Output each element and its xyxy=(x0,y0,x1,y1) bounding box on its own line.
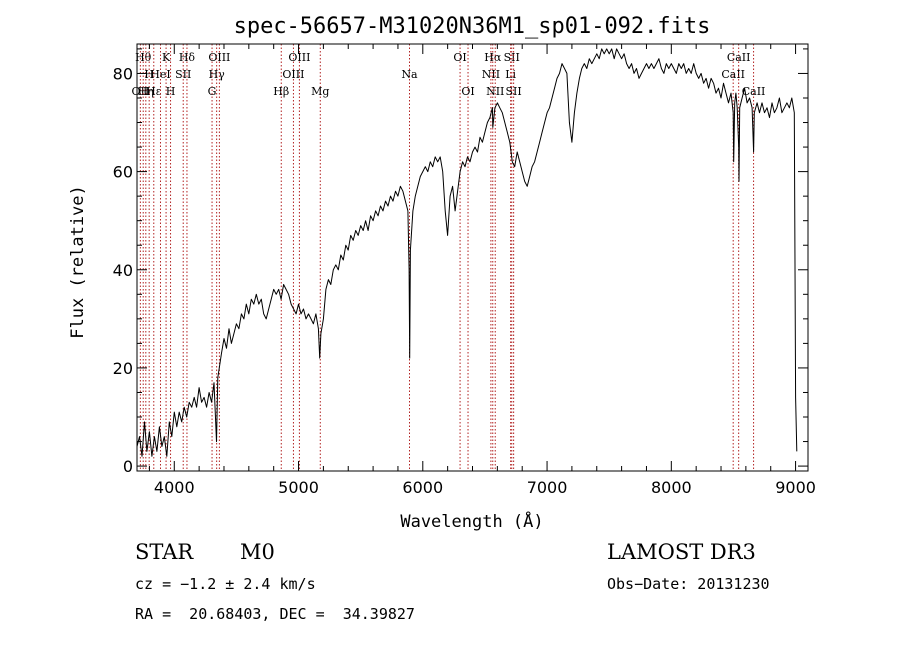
plot-frame xyxy=(136,43,809,472)
x-tick-label: 4000 xyxy=(154,478,195,497)
spectral-subclass: M0 xyxy=(240,540,275,564)
y-tick-label: 40 xyxy=(113,261,133,280)
line-label: CaII xyxy=(721,68,745,81)
object-class: STAR xyxy=(135,540,194,564)
line-label: Hα xyxy=(484,51,502,64)
line-label: H xyxy=(166,85,176,98)
y-tick-label: 80 xyxy=(113,64,133,83)
line-label: Li xyxy=(505,68,516,81)
y-tick-label: 0 xyxy=(123,457,133,476)
line-label: SII xyxy=(504,51,520,64)
survey-name: LAMOST DR3 xyxy=(607,540,756,564)
line-label: Hγ xyxy=(209,68,226,81)
line-label: OIII xyxy=(288,51,310,64)
y-tick-label: 60 xyxy=(113,163,133,182)
line-label: OI xyxy=(453,51,466,64)
x-tick-label: 6000 xyxy=(402,478,443,497)
line-label: CaII xyxy=(727,51,751,64)
x-tick-label: 5000 xyxy=(278,478,319,497)
line-label: NII xyxy=(486,85,504,98)
y-axis-label: Flux (relative) xyxy=(68,185,88,339)
redshift-value: cz = −1.2 ± 2.4 km/s xyxy=(135,575,316,593)
line-label: SII xyxy=(506,85,522,98)
line-label: Hε xyxy=(146,85,162,98)
line-label: K xyxy=(162,51,171,64)
line-label: OI xyxy=(461,85,474,98)
line-label: CaII xyxy=(742,85,766,98)
x-tick-label: 9000 xyxy=(775,478,816,497)
x-axis-label: Wavelength (Å) xyxy=(400,510,543,532)
chart-title: spec-56657-M31020N36M1_sp01-092.fits xyxy=(234,14,711,39)
line-label: Hδ xyxy=(179,51,196,64)
spectral-line-markers: OIIHθHηHHεHeIKHSIIHδGHγOIIIHβOIIIOIIIMgN… xyxy=(131,44,765,471)
x-tick-label: 7000 xyxy=(527,478,568,497)
coordinates: RA = 20.68403, DEC = 34.39827 xyxy=(135,605,415,623)
line-label: HeI xyxy=(150,68,170,81)
line-label: G xyxy=(208,85,217,98)
line-label: Mg xyxy=(311,85,329,98)
line-label: Hη xyxy=(138,85,154,98)
series-layer xyxy=(136,48,798,457)
line-label: OIII xyxy=(208,51,230,64)
line-label: NII xyxy=(482,68,500,81)
y-tick-label: 20 xyxy=(113,359,133,378)
axis-ticks: 4000 5000 6000 7000 8000 9000 0 20 40 60 80 xyxy=(113,44,816,497)
line-label: SII xyxy=(175,68,191,81)
line-label: H xyxy=(144,68,154,81)
line-label: OII xyxy=(131,85,149,98)
line-label: Na xyxy=(401,68,418,81)
x-tick-label: 8000 xyxy=(651,478,692,497)
line-label: Hβ xyxy=(273,85,289,98)
line-label: Hθ xyxy=(135,51,152,64)
series-line-spectrum xyxy=(136,48,798,457)
line-label: OIII xyxy=(282,68,304,81)
observation-date: Obs−Date: 20131230 xyxy=(607,575,770,593)
